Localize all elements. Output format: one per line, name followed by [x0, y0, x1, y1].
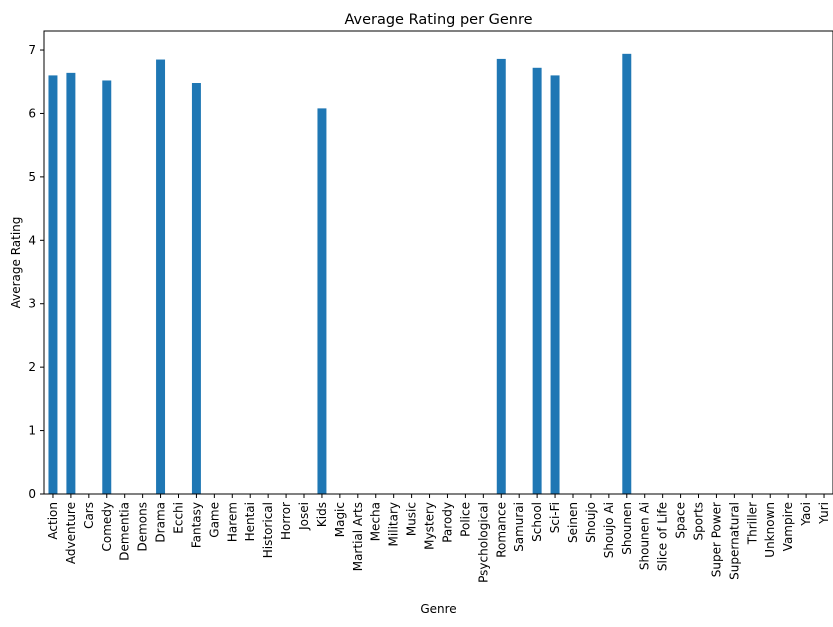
y-axis-label: Average Rating	[9, 217, 23, 309]
x-tick-label: Martial Arts	[351, 502, 365, 571]
x-tick-label: Samurai	[512, 502, 526, 552]
y-tick-label: 1	[28, 424, 36, 438]
x-tick-label: Shounen Ai	[638, 502, 652, 570]
bar-sci-fi	[550, 75, 560, 495]
x-tick-label: Thriller	[745, 502, 759, 545]
y-tick-label: 7	[28, 43, 36, 57]
x-tick-label: Historical	[261, 502, 275, 558]
x-tick-label: Fantasy	[189, 502, 203, 548]
x-tick-label: Mecha	[369, 502, 383, 541]
x-tick-label: Sports	[692, 502, 706, 540]
x-tick-label: Super Power	[709, 502, 723, 577]
x-tick-label: Comedy	[100, 502, 114, 552]
x-tick-label: School	[530, 502, 544, 542]
x-tick-label: Space	[674, 502, 688, 539]
x-tick-label: Slice of Life	[656, 502, 670, 571]
x-tick-label: Demons	[136, 502, 150, 552]
y-tick-label: 6	[28, 106, 36, 120]
plot-frame	[43, 30, 833, 495]
x-tick-label: Drama	[154, 502, 168, 543]
x-tick-label: Sci-Fi	[548, 502, 562, 533]
x-tick-label: Vampire	[781, 502, 795, 551]
x-tick-label: Seinen	[566, 502, 580, 543]
x-tick-label: Mystery	[423, 502, 437, 550]
x-tick-label: Shoujo	[584, 502, 598, 543]
bar-school	[532, 67, 542, 494]
y-tick-label: 4	[28, 233, 36, 247]
chart-title: Average Rating per Genre	[344, 12, 532, 28]
y-axis: 0 1 2 3 4 5 6 7	[28, 43, 44, 501]
x-tick-label: Unknown	[763, 502, 777, 558]
x-tick-label: Military	[387, 502, 401, 546]
bar-romance	[496, 58, 506, 494]
x-tick-label: Psychological	[476, 502, 490, 583]
bar-comedy	[102, 80, 112, 494]
bar-adventure	[66, 72, 76, 495]
x-tick-label: Kids	[315, 502, 329, 527]
x-tick-label: Adventure	[64, 502, 78, 564]
bar-kids	[317, 108, 327, 494]
x-tick-label: Josei	[297, 502, 311, 531]
x-tick-label: Parody	[440, 502, 454, 543]
x-tick-label: Shoujo Ai	[602, 502, 616, 558]
x-tick-label: Game	[207, 502, 221, 538]
bars-group	[48, 53, 632, 495]
bar-drama	[156, 59, 166, 494]
x-tick-label: Harem	[225, 502, 239, 542]
bar-shounen	[622, 53, 632, 494]
x-tick-label: Yaoi	[799, 502, 813, 527]
x-tick-label: Supernatural	[727, 502, 741, 580]
bar-action	[48, 75, 58, 495]
x-tick-label: Dementia	[118, 502, 132, 561]
x-tick-label: Hentai	[243, 502, 257, 541]
x-axis: Action Adventure Cars Comedy Dementia Demons D…	[46, 494, 831, 583]
y-tick-label: 3	[28, 297, 36, 311]
x-tick-label: Music	[405, 502, 419, 536]
x-tick-label: Yuri	[817, 502, 831, 525]
x-tick-label: Cars	[82, 502, 96, 529]
x-tick-label: Shounen	[620, 502, 634, 555]
x-tick-label: Horror	[279, 502, 293, 540]
bar-fantasy	[191, 83, 201, 494]
y-tick-label: 0	[28, 487, 36, 501]
x-tick-label: Ecchi	[171, 502, 185, 534]
y-tick-label: 5	[28, 170, 36, 184]
x-axis-label: Genre	[420, 602, 456, 616]
x-tick-label: Police	[458, 502, 472, 537]
y-tick-label: 2	[28, 360, 36, 374]
x-tick-label: Action	[46, 502, 60, 540]
x-tick-label: Romance	[494, 502, 508, 558]
x-tick-label: Magic	[333, 502, 347, 537]
